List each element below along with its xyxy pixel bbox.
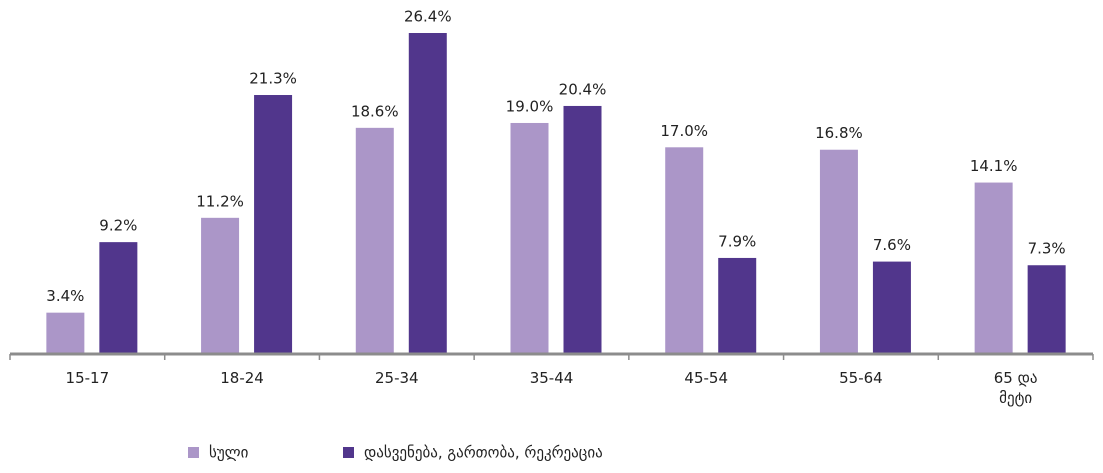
bar — [974, 182, 1013, 354]
x-tick-label-box: 35-44 — [529, 369, 574, 387]
bar — [355, 127, 394, 354]
data-label: 21.3% — [249, 70, 297, 88]
legend-swatch — [188, 447, 199, 458]
data-label: 9.2% — [99, 217, 137, 235]
data-label: 18.6% — [351, 102, 399, 120]
bar — [819, 149, 858, 354]
bar — [408, 33, 447, 354]
data-label: 19.0% — [506, 97, 554, 115]
x-tick-label: 55-64 — [839, 369, 883, 387]
data-label: 7.6% — [873, 236, 911, 254]
data-label: 17.0% — [660, 122, 708, 140]
data-label: 20.4% — [559, 80, 607, 98]
x-tick-label: 45-54 — [684, 369, 728, 387]
x-tick-label-box: 55-64 — [839, 369, 883, 387]
bar — [510, 122, 549, 355]
data-label: 14.1% — [970, 157, 1018, 175]
x-tick-label: 35-44 — [529, 369, 574, 387]
bar — [718, 257, 757, 354]
legend-label: დასვენება, გართობა, რეკრეაცია — [364, 444, 603, 462]
x-tick-label-box: 45-54 — [684, 369, 728, 387]
x-tick-label-box: 18-24 — [220, 369, 264, 387]
x-tick-label: 65 და მეტი — [993, 369, 1038, 407]
bar — [1027, 265, 1066, 354]
data-label: 26.4% — [404, 8, 452, 26]
data-label: 11.2% — [196, 192, 244, 210]
data-label: 7.9% — [718, 232, 756, 250]
x-tick-label-box: 25-34 — [374, 369, 419, 387]
data-label: 3.4% — [46, 287, 84, 305]
legend-swatch — [343, 447, 354, 458]
data-label: 7.3% — [1028, 240, 1066, 258]
bar — [99, 242, 138, 354]
x-tick-label-box: 15-17 — [65, 369, 110, 387]
legend-label: სული — [209, 444, 249, 462]
x-tick-label: 15-17 — [65, 369, 110, 387]
bar — [872, 261, 911, 354]
x-tick-label: 25-34 — [374, 369, 419, 387]
data-label: 16.8% — [815, 124, 863, 142]
x-tick-label-box: 65 და მეტი — [993, 369, 1038, 407]
bar — [254, 95, 293, 355]
bar — [201, 217, 240, 354]
bar — [46, 312, 85, 354]
bar — [665, 147, 704, 354]
x-tick-label: 18-24 — [220, 369, 264, 387]
bar — [563, 105, 602, 354]
